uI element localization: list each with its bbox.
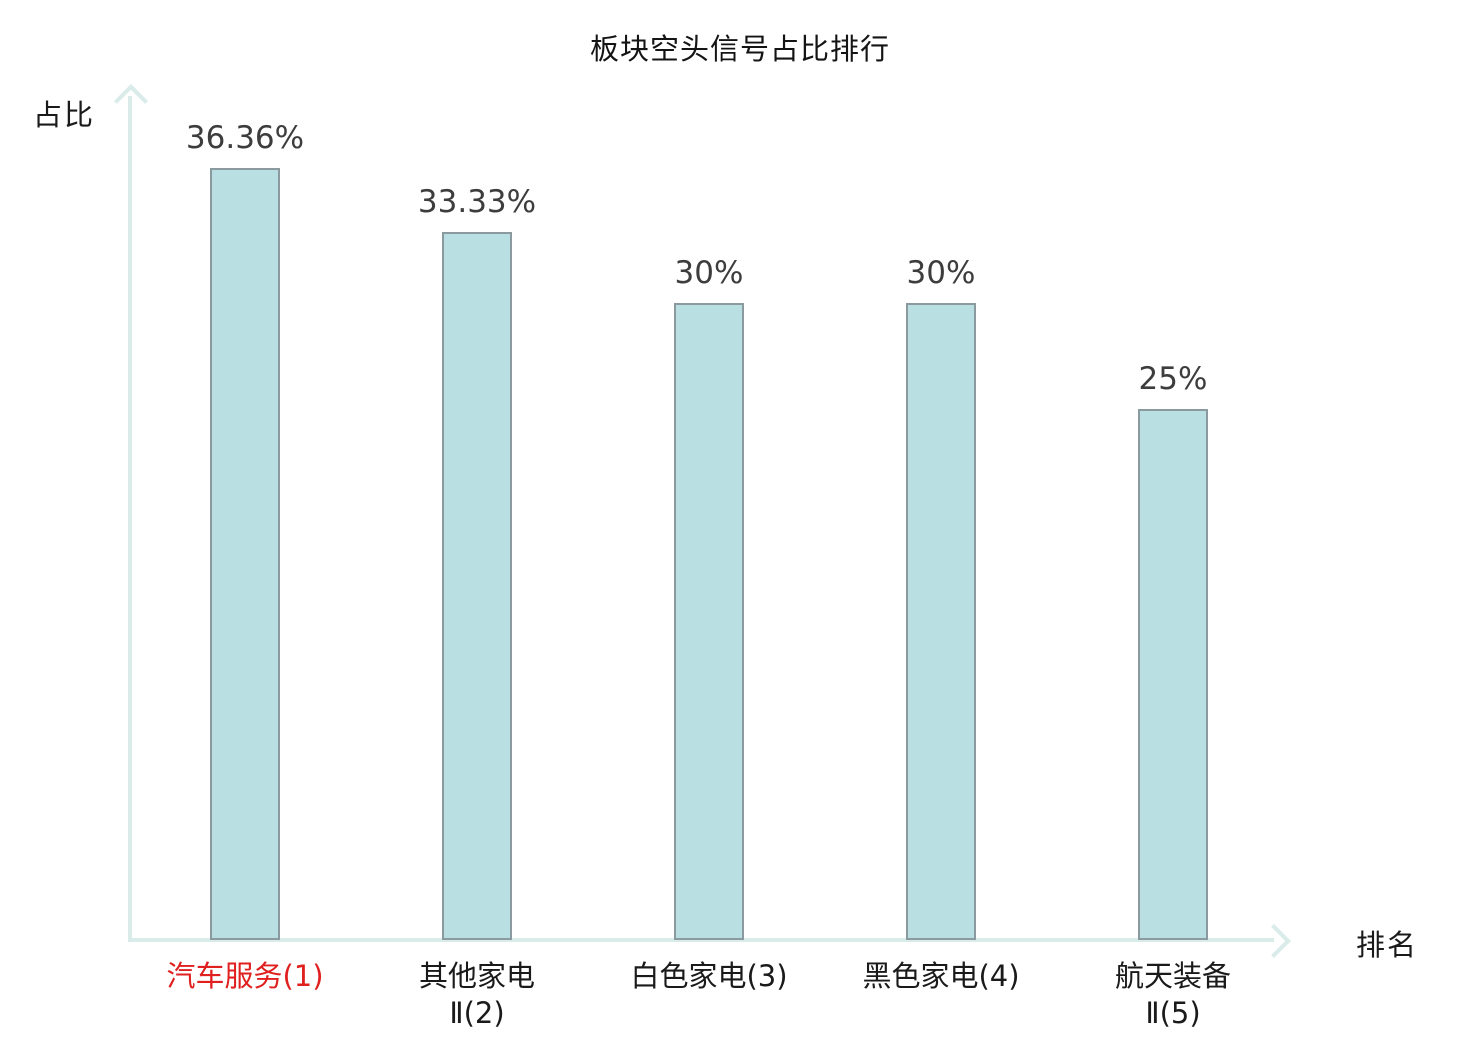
bar-value-label: 30% [906, 255, 976, 291]
bar [442, 232, 512, 940]
bar-value-label: 36.36% [185, 120, 305, 156]
category-label: 白色家电(3) [630, 959, 788, 993]
bar [906, 303, 976, 940]
category-label: 汽车服务(1) [166, 959, 324, 993]
y-axis-label: 占比 [33, 98, 96, 132]
bar-value-label: 33.33% [417, 184, 537, 220]
bar [674, 303, 744, 940]
x-axis-arrow-icon [1257, 924, 1291, 958]
category-label: 航天装备 Ⅱ(5) [1114, 959, 1231, 1030]
x-axis-label: 排名 [1356, 928, 1419, 962]
bar [1138, 409, 1208, 940]
category-label: 黑色家电(4) [862, 959, 1020, 993]
x-axis-line [128, 938, 1274, 942]
y-axis-arrow-icon [114, 84, 148, 118]
bar [210, 168, 280, 940]
chart-title: 板块空头信号占比排行 [589, 32, 890, 66]
y-axis-line [128, 96, 132, 942]
bar-value-label: 30% [674, 255, 744, 291]
category-label: 其他家电 Ⅱ(2) [418, 959, 535, 1030]
bar-value-label: 25% [1138, 361, 1208, 397]
